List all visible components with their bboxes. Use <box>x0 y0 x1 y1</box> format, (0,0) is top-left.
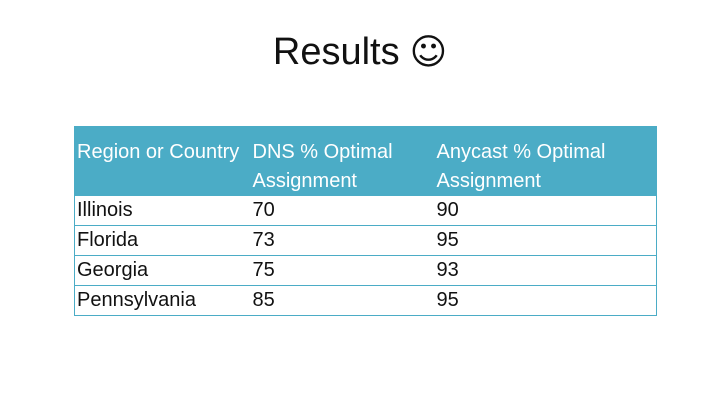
header-anycast-optimal: Anycast % Optimal Assignment <box>436 141 606 192</box>
header-region: Region or Country <box>77 141 240 163</box>
cell-dns: 75 <box>250 255 435 286</box>
table-header: Region or Country DNS % Optimal Assignme… <box>74 126 657 196</box>
table-row: Florida 73 95 <box>74 225 657 256</box>
cell-region: Illinois <box>77 199 133 221</box>
cell-anycast: 95 <box>434 285 657 316</box>
slide-title-text: Results <box>272 31 400 73</box>
cell-anycast: 95 <box>434 225 657 256</box>
slide-title: Results ☺ <box>0 26 720 78</box>
table-body: Illinois 70 90 Florida 73 95 Georgia 75 … <box>74 196 657 316</box>
cell-region: Florida <box>74 225 251 256</box>
table-row: Pennsylvania 85 95 <box>74 285 657 316</box>
table-row: Georgia 75 93 <box>74 255 657 286</box>
cell-anycast: 90 <box>436 199 459 221</box>
cell-region: Pennsylvania <box>74 285 251 316</box>
header-row: Region or Country DNS % Optimal Assignme… <box>74 126 657 196</box>
cell-anycast: 93 <box>434 255 657 286</box>
table-row: Illinois 70 90 <box>75 196 657 226</box>
header-dns-optimal: DNS % Optimal Assignment <box>252 141 393 192</box>
cell-dns: 70 <box>252 199 275 221</box>
results-table: Region or Country DNS % Optimal Assignme… <box>74 126 657 316</box>
cell-dns: 85 <box>250 285 435 316</box>
cell-dns: 73 <box>250 225 435 256</box>
smiley-icon: ☺ <box>409 32 448 73</box>
cell-region: Georgia <box>74 255 251 286</box>
